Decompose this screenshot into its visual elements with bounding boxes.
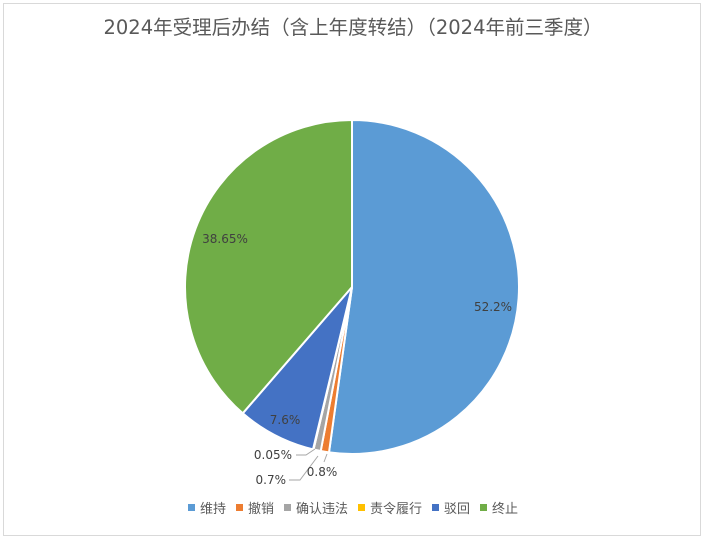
legend-item-3: 责令履行 — [358, 498, 422, 517]
legend-item-2: 确认违法 — [283, 498, 348, 517]
legend-label: 确认违法 — [295, 502, 348, 517]
data-label-4: 7.6% — [270, 413, 301, 427]
data-label-3: 0.05% — [254, 448, 292, 462]
legend-item-1: 撤销 — [235, 498, 274, 517]
legend-swatch — [480, 504, 488, 511]
leader-line-1 — [323, 453, 328, 463]
legend-swatch — [358, 504, 365, 511]
pie-slice-0 — [327, 118, 520, 455]
legend-label: 终止 — [492, 502, 519, 517]
chart-frame — [3, 3, 701, 536]
legend-label: 驳回 — [444, 502, 471, 517]
leader-line-3 — [296, 448, 316, 456]
legend-label: 责令履行 — [370, 502, 423, 517]
data-label-0: 52.2% — [474, 300, 512, 314]
pie-slice-5 — [184, 118, 353, 415]
legend-swatch — [235, 504, 243, 511]
legend-item-5: 终止 — [480, 498, 518, 517]
data-label-1: 0.8% — [307, 465, 338, 479]
chart-title: 2024年受理后办结（含上年度转结）（2024年前三季度） — [103, 16, 603, 39]
legend-label: 维持 — [199, 502, 226, 517]
data-label-5: 38.65% — [202, 232, 248, 246]
legend-label: 撤销 — [247, 502, 274, 517]
data-label-2: 0.7% — [256, 473, 287, 487]
legend-item-4: 驳回 — [432, 498, 470, 517]
legend: 维持 撤销 确认违法 责令履行 驳回 终止 — [0, 498, 706, 517]
legend-swatch — [432, 504, 440, 511]
leader-line-2 — [289, 455, 319, 481]
legend-item-0: 维持 — [187, 498, 226, 517]
legend-swatch — [283, 504, 291, 511]
legend-swatch — [187, 504, 195, 511]
